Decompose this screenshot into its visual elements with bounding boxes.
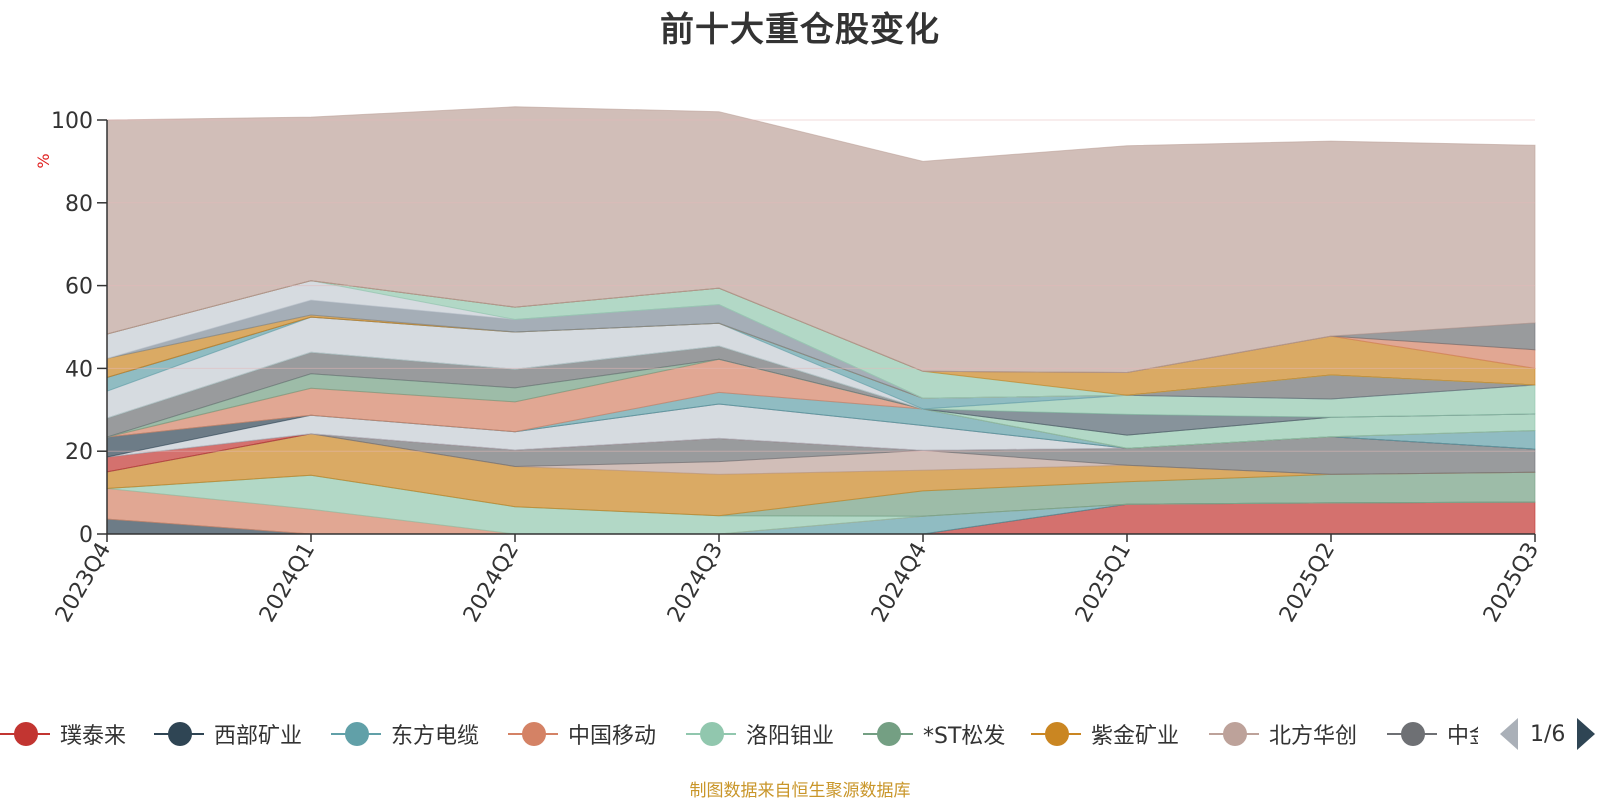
legend-marker-icon (1031, 719, 1081, 749)
legend-item[interactable]: 东方电缆 (331, 712, 479, 756)
x-tick-label: 2025Q2 (1275, 539, 1340, 627)
legend-marker-icon (863, 719, 913, 749)
legend-label: 洛阳钼业 (746, 724, 835, 749)
legend-marker-icon (331, 719, 381, 749)
y-tick-label: 100 (51, 109, 93, 134)
legend-prev-page-icon[interactable] (1500, 718, 1518, 750)
legend-item[interactable]: 中国移动 (508, 712, 656, 756)
chart-title: 前十大重仓股变化 (660, 10, 940, 50)
x-tick-label: 2024Q2 (459, 539, 524, 627)
legend-marker-icon (0, 719, 50, 749)
x-tick-label: 2024Q1 (255, 539, 320, 627)
x-tick-label: 2024Q3 (663, 539, 728, 627)
legend-label: 北方华创 (1269, 724, 1358, 749)
legend-label: 紫金矿业 (1091, 724, 1180, 749)
legend-label: 东方电缆 (391, 724, 480, 749)
legend-item[interactable]: 北方华创 (1209, 712, 1357, 756)
legend-marker-icon (686, 719, 736, 749)
y-tick-label: 40 (65, 357, 93, 382)
y-axis-label: % (34, 153, 53, 168)
legend-pager: 1/6 (1500, 716, 1596, 752)
area-layer (106, 106, 1536, 535)
x-tick-label: 2024Q4 (867, 539, 932, 627)
y-tick-label: 20 (65, 440, 93, 465)
y-tick-label: 80 (65, 192, 93, 217)
source-note: 制图数据来自恒生聚源数据库 (689, 781, 911, 801)
legend-marker-icon (1209, 719, 1259, 749)
x-tick-label: 2025Q1 (1071, 539, 1136, 627)
legend: 璞泰来 西部矿业 东方电缆 中国移动 洛阳钼业 *ST松发 紫金矿业 北方华创 中金黄金 (0, 712, 1478, 756)
legend-label: *ST松发 (923, 724, 1006, 749)
legend-label: 璞泰来 (60, 724, 127, 749)
legend-item[interactable]: 西部矿业 (154, 712, 302, 756)
legend-marker-icon (1387, 719, 1437, 749)
legend-next-page-icon[interactable] (1577, 718, 1596, 750)
legend-item[interactable]: *ST松发 (863, 712, 1005, 756)
legend-label: 中国移动 (568, 724, 657, 749)
x-tick-label: 2023Q4 (51, 539, 116, 627)
gridlines (107, 119, 1535, 452)
y-tick-label: 0 (79, 523, 93, 548)
legend-item[interactable]: 洛阳钼业 (686, 712, 834, 756)
x-tick-label: 2025Q3 (1479, 539, 1544, 627)
legend-item[interactable]: 中金黄金 (1387, 712, 1478, 756)
legend-page-indicator: 1/6 (1530, 721, 1566, 747)
legend-label: 中金黄金 (1447, 724, 1478, 749)
legend-marker-icon (508, 719, 558, 749)
stacked-area-chart: 0 20 40 60 80 100 2023Q4 2024Q1 2024Q2 2024Q3 2024… (34, 106, 1544, 627)
y-tick-label: 60 (65, 275, 93, 300)
legend-label: 西部矿业 (214, 724, 303, 749)
legend-marker-icon (154, 719, 204, 749)
legend-item[interactable]: 紫金矿业 (1031, 712, 1179, 756)
legend-item[interactable]: 璞泰来 (0, 712, 126, 756)
area-series-31[interactable] (106, 106, 1536, 374)
